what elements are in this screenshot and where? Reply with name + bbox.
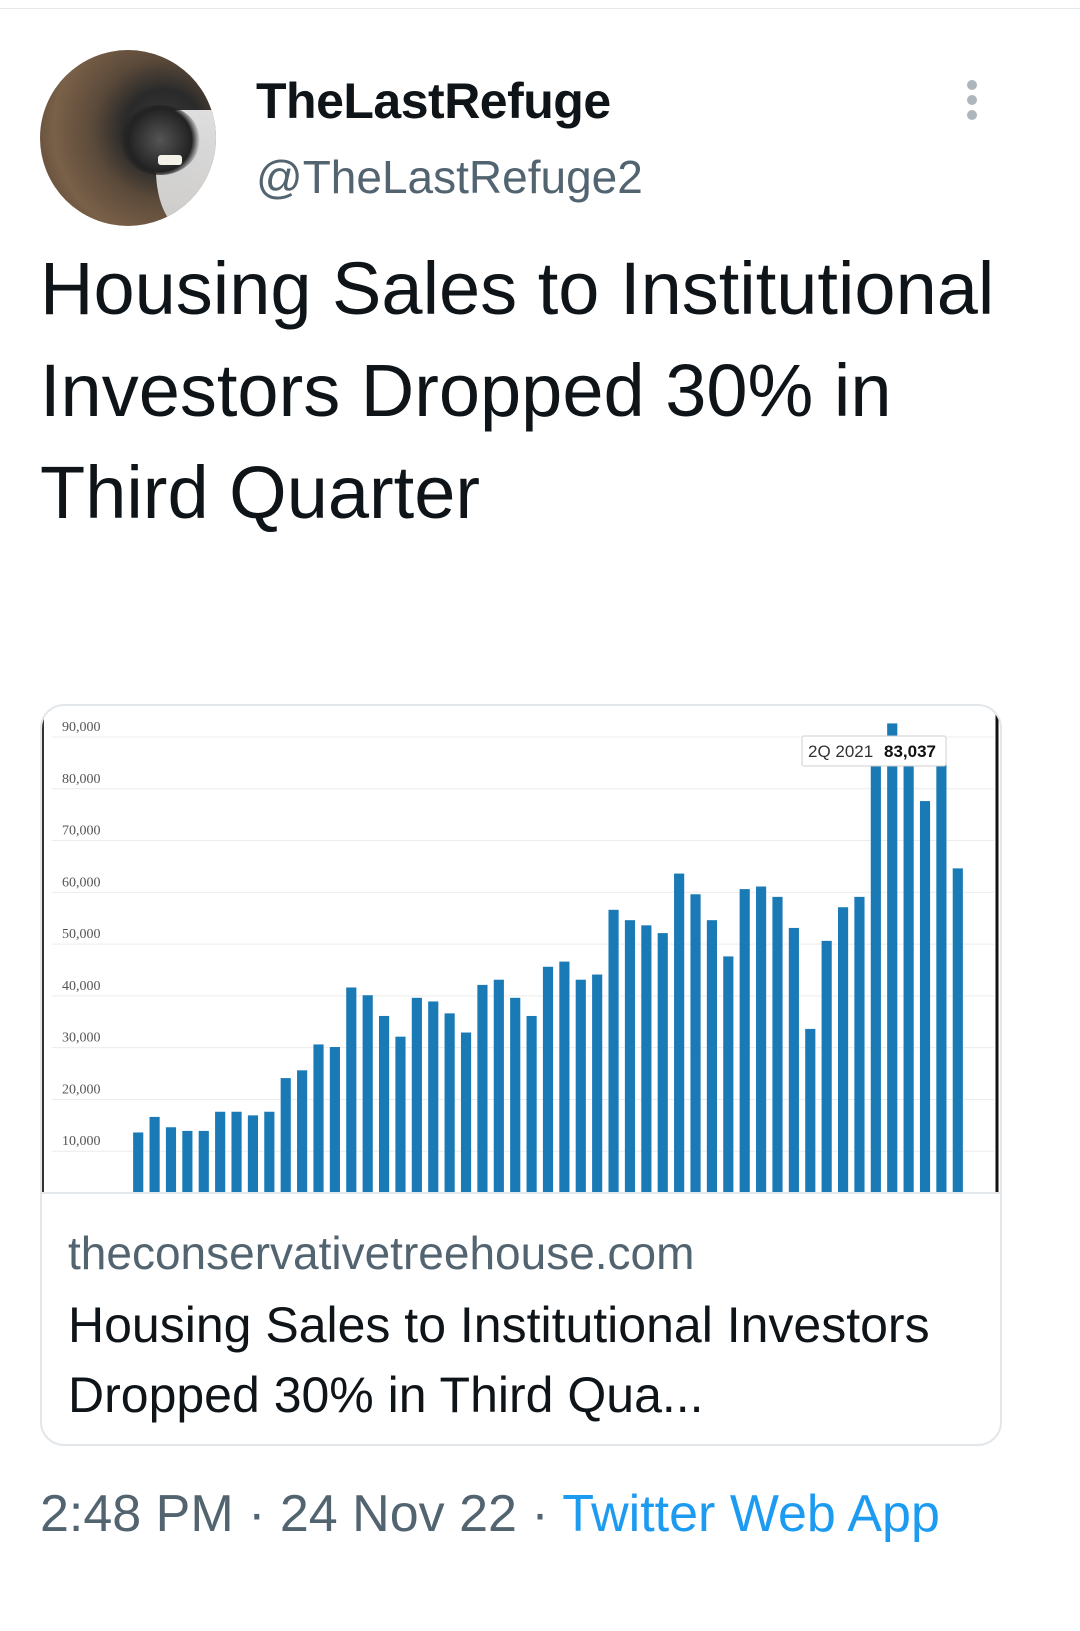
chart-bar: [362, 995, 373, 1192]
chart-bar: [428, 1001, 439, 1192]
chart-bar: [559, 961, 570, 1192]
footer-separator: ·: [248, 1485, 266, 1543]
chart-bar: [215, 1111, 226, 1192]
chart-bar: [460, 1032, 472, 1192]
chart-bar: [297, 1070, 308, 1192]
chart-bar: [378, 1015, 390, 1192]
chart-bar: [919, 801, 931, 1192]
chart-bar: [493, 979, 504, 1192]
chart-tooltip-value: 83,037: [884, 742, 936, 761]
chart-bar: [739, 889, 750, 1192]
chart-bar: [788, 927, 799, 1192]
chart-bar: [395, 1036, 406, 1192]
chart-bar: [936, 738, 947, 1192]
footer-separator: ·: [531, 1485, 549, 1543]
chart-bar: [247, 1115, 259, 1192]
chart-bar: [510, 997, 521, 1192]
chart-bar: [165, 1127, 177, 1192]
link-card[interactable]: 10,000 20,000 30,000 40,000 50,000 60,000 70,0…: [40, 704, 1002, 1446]
y-tick-label: 30,000: [62, 1031, 101, 1046]
card-chart-image: 10,000 20,000 30,000 40,000 50,000 60,000 70,0…: [42, 706, 999, 1194]
card-divider: [42, 1192, 1000, 1194]
avatar-teeth: [158, 155, 182, 165]
chart-bar: [837, 907, 849, 1192]
chart-bar: [706, 920, 718, 1192]
chart-bar: [674, 873, 685, 1192]
chart-bar: [690, 894, 701, 1192]
display-name[interactable]: TheLastRefuge: [256, 73, 611, 129]
y-tick-label: 10,000: [62, 1134, 101, 1149]
chart-bar: [411, 997, 422, 1192]
chart-bar: [723, 956, 734, 1192]
chart-bar: [870, 762, 881, 1192]
y-tick-label: 20,000: [62, 1082, 101, 1097]
chart-bar: [346, 987, 357, 1192]
chart-bar: [133, 1132, 144, 1192]
chart-bar: [575, 979, 586, 1192]
chart-bar: [313, 1044, 324, 1192]
chart-bar: [182, 1130, 193, 1192]
chart-bar: [477, 984, 488, 1192]
chart-bar: [231, 1111, 242, 1192]
more-options-icon[interactable]: [962, 80, 982, 126]
user-handle[interactable]: @TheLastRefuge2: [256, 151, 643, 203]
y-tick-label: 80,000: [62, 772, 101, 787]
chart-bar: [608, 909, 619, 1192]
tweet-text: Housing Sales to Institutional Investors…: [40, 247, 995, 534]
chart-bar: [149, 1116, 160, 1192]
chart-bar: [756, 886, 767, 1192]
chart-tooltip-label: 2Q 2021: [808, 742, 873, 761]
chart-bar: [444, 1013, 455, 1192]
card-title[interactable]: Housing Sales to Institutional Investors…: [68, 1297, 930, 1423]
chart-tooltip-box: [801, 735, 947, 767]
chart-bar: [542, 966, 554, 1192]
chart-bar: [805, 1028, 816, 1192]
tweet-date[interactable]: 24 Nov 22: [279, 1485, 517, 1543]
chart-bar: [657, 933, 668, 1192]
chart-bar: [641, 925, 652, 1192]
chart-bar: [887, 723, 898, 1192]
avatar[interactable]: [40, 50, 216, 226]
y-tick-label: 50,000: [62, 927, 101, 942]
chart-bar: [198, 1130, 209, 1192]
chart-bar: [624, 920, 636, 1192]
chart-bar: [821, 940, 832, 1192]
chart-bar: [264, 1111, 275, 1192]
chart-bar: [280, 1078, 291, 1192]
y-tick-label: 90,000: [62, 720, 101, 735]
tweet-footer: 2:48 PM · 24 Nov 22 · Twitter Web App: [40, 1484, 940, 1544]
tweet-time[interactable]: 2:48 PM: [40, 1485, 234, 1543]
card-domain[interactable]: theconservativetreehouse.com: [68, 1227, 695, 1279]
chart-bar: [854, 896, 865, 1192]
y-tick-label: 40,000: [62, 979, 101, 994]
y-tick-label: 70,000: [62, 824, 101, 839]
chart-bar: [592, 974, 603, 1192]
tweet-source-app[interactable]: Twitter Web App: [562, 1485, 940, 1543]
chart-bar: [526, 1015, 537, 1192]
y-tick-label: 60,000: [62, 875, 101, 890]
chart-bar: [952, 868, 963, 1192]
chart-bar: [329, 1047, 340, 1192]
top-divider: [0, 8, 1080, 9]
chart-bar: [772, 896, 783, 1192]
chart-bar: [903, 746, 914, 1192]
